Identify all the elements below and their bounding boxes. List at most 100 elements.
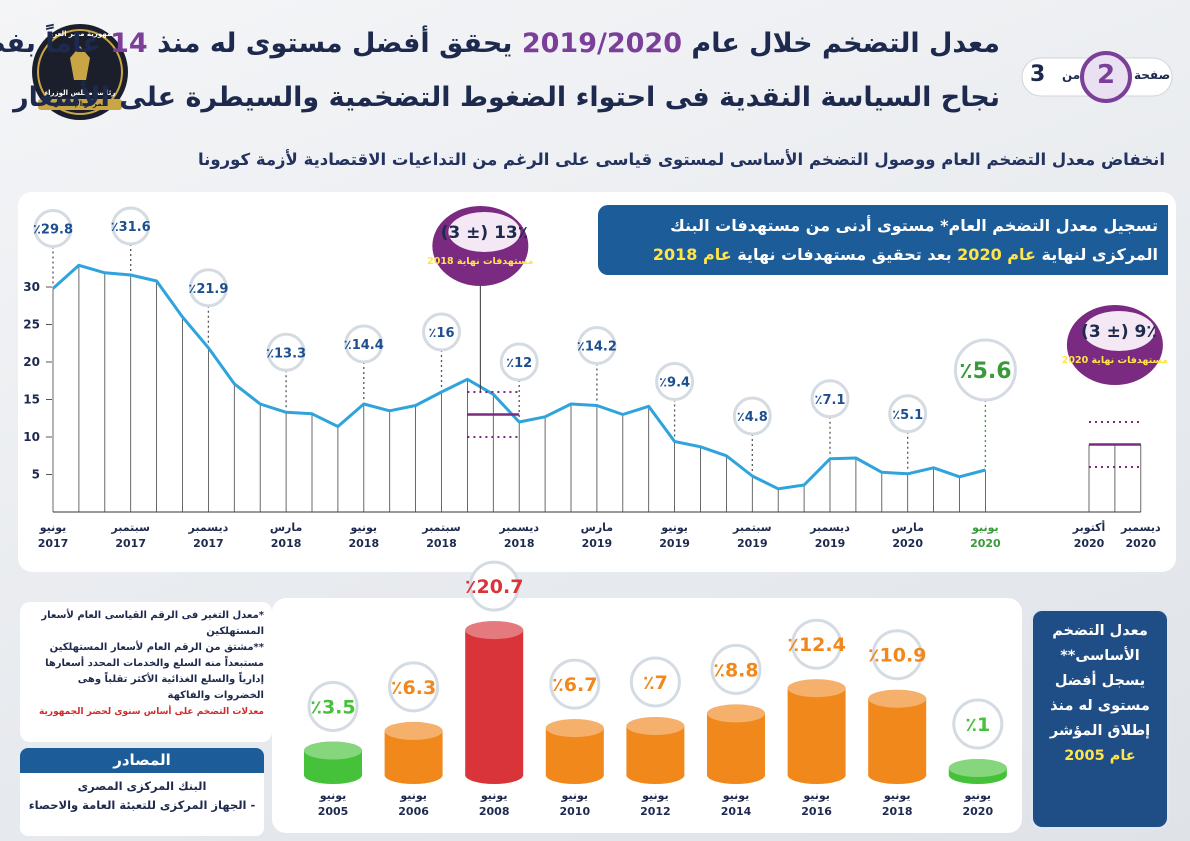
target-caption: مستهدفات نهاية 2018 [427,256,533,267]
bar-cap-shine [304,741,362,760]
target-label: 13٪ (± 3) [441,223,529,243]
x-tick-label: ديسمبر 2017 [188,521,229,550]
data-label: ٪5.6 [959,359,1011,384]
page-word: صفحة [1134,68,1171,82]
callout [188,268,228,308]
bar-cap [948,759,1007,777]
page-number: 2 [1096,60,1116,90]
bar-cap-shine [384,721,443,740]
data-label: ٪20.7 [465,576,523,598]
bar-cap-shine [948,759,1007,777]
bar-cap [465,621,524,640]
x-tick-label: يونيو 2008 [478,789,510,818]
logo-ring [37,29,123,115]
callout [791,618,843,670]
data-label: ٪14.2 [577,340,617,355]
callout [33,209,73,248]
data-label: ٪7.1 [815,393,846,408]
y-tick-label: 5 [32,468,40,482]
title-line: نجاح السياسة النقدية فى احتواء الضغوط ال… [13,82,1000,113]
title-part: يحقق أفضل مستوى له منذ [147,28,522,59]
bar-cap-shine [707,704,765,723]
bar [465,630,524,775]
logo-eagle [70,46,90,80]
y-tick-label: 20 [23,355,40,369]
target-label: 9٪ (± 3) [1081,322,1157,342]
title-part: 14 [110,28,148,59]
bar-cap [304,741,362,760]
x-tick-label: يونيو 2005 [317,789,349,818]
y-tick-label: 15 [23,393,40,407]
title-part: 2019/2020 [521,28,682,59]
data-label: ٪9.4 [659,376,690,391]
callout [499,342,539,382]
x-tick-label: سبتمبر 2019 [733,521,772,550]
x-tick-label: يونيو 2012 [640,789,671,818]
bar-cap-shine [465,621,524,640]
x-tick-label: يونيو 2018 [881,789,913,818]
callout [655,362,695,401]
logo-line: المركز الإعلامي [38,99,122,110]
callout [468,560,520,612]
target-blob-inner [1082,311,1155,351]
line-panel [18,192,1176,572]
bar-cap-shine [626,717,685,735]
callout [732,396,772,436]
callout [953,338,1017,402]
x-tick-label: يونيو 2016 [801,789,832,818]
headline-part: بعد تحقيق مستهدفات نهاية [731,245,958,264]
note: معدلات التضخم على أساس سنوى لحضر الجمهور… [39,707,264,717]
headline-part: تسجيل معدل التضخم العام* مستوى أدنى من م… [670,216,1158,264]
logo-text: رئاسة مجلس الوزراء المركز الإعلامي [38,88,122,110]
sources: المصادر البنك المركزى المصرى - الجهاز ال… [20,748,264,836]
x-tick-label: مارس 2019 [580,521,614,550]
x-tick-label: يونيو 2019 [659,521,690,550]
bar-cap-shine [545,719,604,738]
x-tick-label: يونيو 2017 [37,521,69,550]
x-tick-label: ديسمبر 2020 [1120,521,1161,550]
callout [871,629,923,681]
note: *معدل التغير فى الرقم القياسى العام لأسع… [41,610,264,637]
data-label: ٪4.8 [737,410,768,425]
line [51,263,986,491]
bar [707,713,765,775]
callout [629,656,681,708]
core-text: عام 2005 [1064,748,1136,764]
data-label: ٪12.4 [787,634,845,656]
x-tick-label: أكتوبر 2020 [1072,521,1106,550]
x-tick-label: يونيو 2006 [398,789,429,818]
y-tick-label: 10 [23,430,40,444]
callout [388,661,440,713]
callout [422,312,461,352]
callout [266,332,306,372]
x-tick-label: ديسمبر 2018 [499,521,540,550]
title-part: معدل التضخم خلال عام [682,28,1000,59]
y-tick-label: 25 [23,318,40,332]
x-tick-label: مارس 2018 [269,521,303,550]
x-tick-label: مارس 2020 [891,521,924,550]
notes: *معدل التغير فى الرقم القياسى العام لأسع… [20,602,272,742]
x-tick-label: يونيو 2020 [970,521,1001,550]
callout [810,379,850,419]
y-tick-label: 30 [23,280,40,294]
callout [952,698,1004,750]
x-tick-label: سبتمبر 2017 [111,521,150,550]
headline-part: عام 2020 [957,245,1036,264]
data-label: ٪31.6 [111,220,151,235]
source: البنك المركزى المصرى [77,779,207,793]
data-label: ٪1 [965,714,990,736]
page-of: من [1062,68,1081,82]
callout [111,206,151,246]
data-label: ٪13.3 [266,346,306,361]
core-box: معدل التضخم الأساسى** يسجل أفضل مستوى له… [1030,608,1170,830]
headline-part: عام 2018 [652,245,732,264]
x-tick-label: يونيو 2020 [962,789,994,818]
callout [577,326,617,365]
bar-cap [545,719,604,738]
bar [868,698,927,775]
data-label: ٪6.7 [552,674,597,696]
callout [888,394,928,434]
source: - الجهاز المركزى للتعبئة العامة والاحصاء [28,798,256,812]
